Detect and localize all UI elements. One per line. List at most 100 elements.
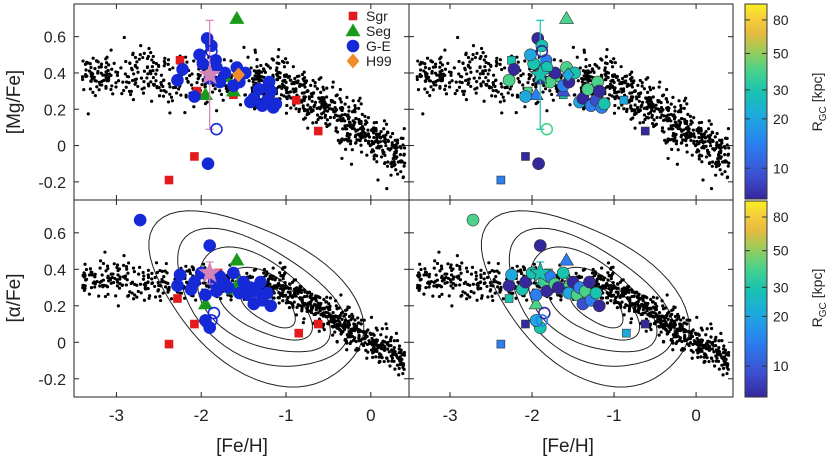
field-star-point [367,339,371,343]
field-star-point [354,141,358,145]
field-star-point [356,132,361,136]
field-star-point [572,93,576,97]
field-star-point [593,62,597,67]
field-star-point [128,92,133,97]
field-star-point [346,139,350,143]
field-star-point [159,73,164,77]
field-star-point [646,97,651,101]
field-star-point [312,105,316,109]
field-star-point [106,279,111,283]
field-star-point [425,56,430,60]
field-star-point [142,80,146,84]
field-star-point [683,339,687,343]
field-star-point [156,63,161,67]
field-star-point [318,308,322,312]
field-star-point [345,95,349,99]
field-star-point [159,298,163,303]
field-star-point [168,111,172,115]
field-star-point [149,72,153,76]
field-star-point [118,282,122,286]
field-star-point [633,108,637,112]
field-star-point [291,305,295,309]
field-star-point [271,58,276,62]
field-star-point [696,355,700,359]
field-star-point [131,266,136,270]
colorbar-tick-label: 80 [773,12,789,28]
series-open-circle [205,306,221,327]
field-star-point [363,138,368,143]
field-star-point [390,131,395,136]
field-star-point [689,138,693,143]
field-star-point [667,325,671,330]
field-star-point [155,84,159,89]
field-star-point [721,373,725,377]
field-star-point [99,65,103,69]
field-star-point [146,72,150,76]
field-star-point [466,78,470,82]
field-star-point [665,100,670,104]
field-star-point [630,85,634,89]
field-star-point [338,114,342,119]
field-star-point [708,144,713,148]
field-star-point [345,341,349,345]
field-star-point [457,85,462,89]
field-star-point [609,266,613,270]
field-star-point [660,319,664,323]
field-star-point [630,294,634,299]
field-star-point [643,311,647,315]
field-star-point [379,155,384,159]
field-star-point [349,340,353,344]
field-star-point [661,93,666,97]
data-point-g-e [529,288,543,302]
field-star-point [323,106,328,110]
field-star-point [129,281,133,286]
field-star-point [335,326,339,330]
field-star-point [124,59,128,64]
field-star-point [450,79,454,83]
field-star-point [692,116,696,120]
field-star-point [521,72,525,76]
field-star-point [642,305,647,309]
field-star-point [712,148,717,152]
field-star-point [705,327,709,331]
field-star-point [612,284,616,288]
field-star-point [109,87,113,92]
field-star-point [375,349,379,353]
field-star-point [328,115,333,120]
field-star-point [492,280,496,284]
field-star-point [150,99,154,103]
field-star-point [382,359,386,364]
field-star-point [623,74,627,79]
data-point-sgr [164,175,174,185]
field-star-point [388,364,392,368]
field-star-point [664,96,668,101]
colorbar-tick-label: 30 [773,82,789,98]
field-star-point [348,330,352,334]
data-point-g-e [540,284,554,298]
field-star-point [290,295,294,300]
field-star-point [109,73,113,77]
field-star-point [648,88,653,92]
field-star-point [238,103,243,107]
field-star-point [696,340,700,344]
field-star-point [722,358,726,362]
field-star-point [325,311,330,315]
field-star-point [374,326,378,330]
field-star-point [683,333,687,338]
field-star-point [347,321,351,325]
field-star-point [702,355,706,359]
field-star-point [335,322,339,326]
field-star-point [124,85,128,89]
field-star-point [168,85,172,89]
field-star-point [88,87,92,91]
field-star-point [143,281,148,285]
field-star-point [382,135,387,139]
field-star-point [402,126,406,131]
field-star-point [354,128,358,133]
field-star-point [425,90,429,94]
field-star-point [93,272,97,276]
field-star-point [568,103,572,107]
field-star-point [489,288,493,292]
field-star-point [675,162,679,166]
